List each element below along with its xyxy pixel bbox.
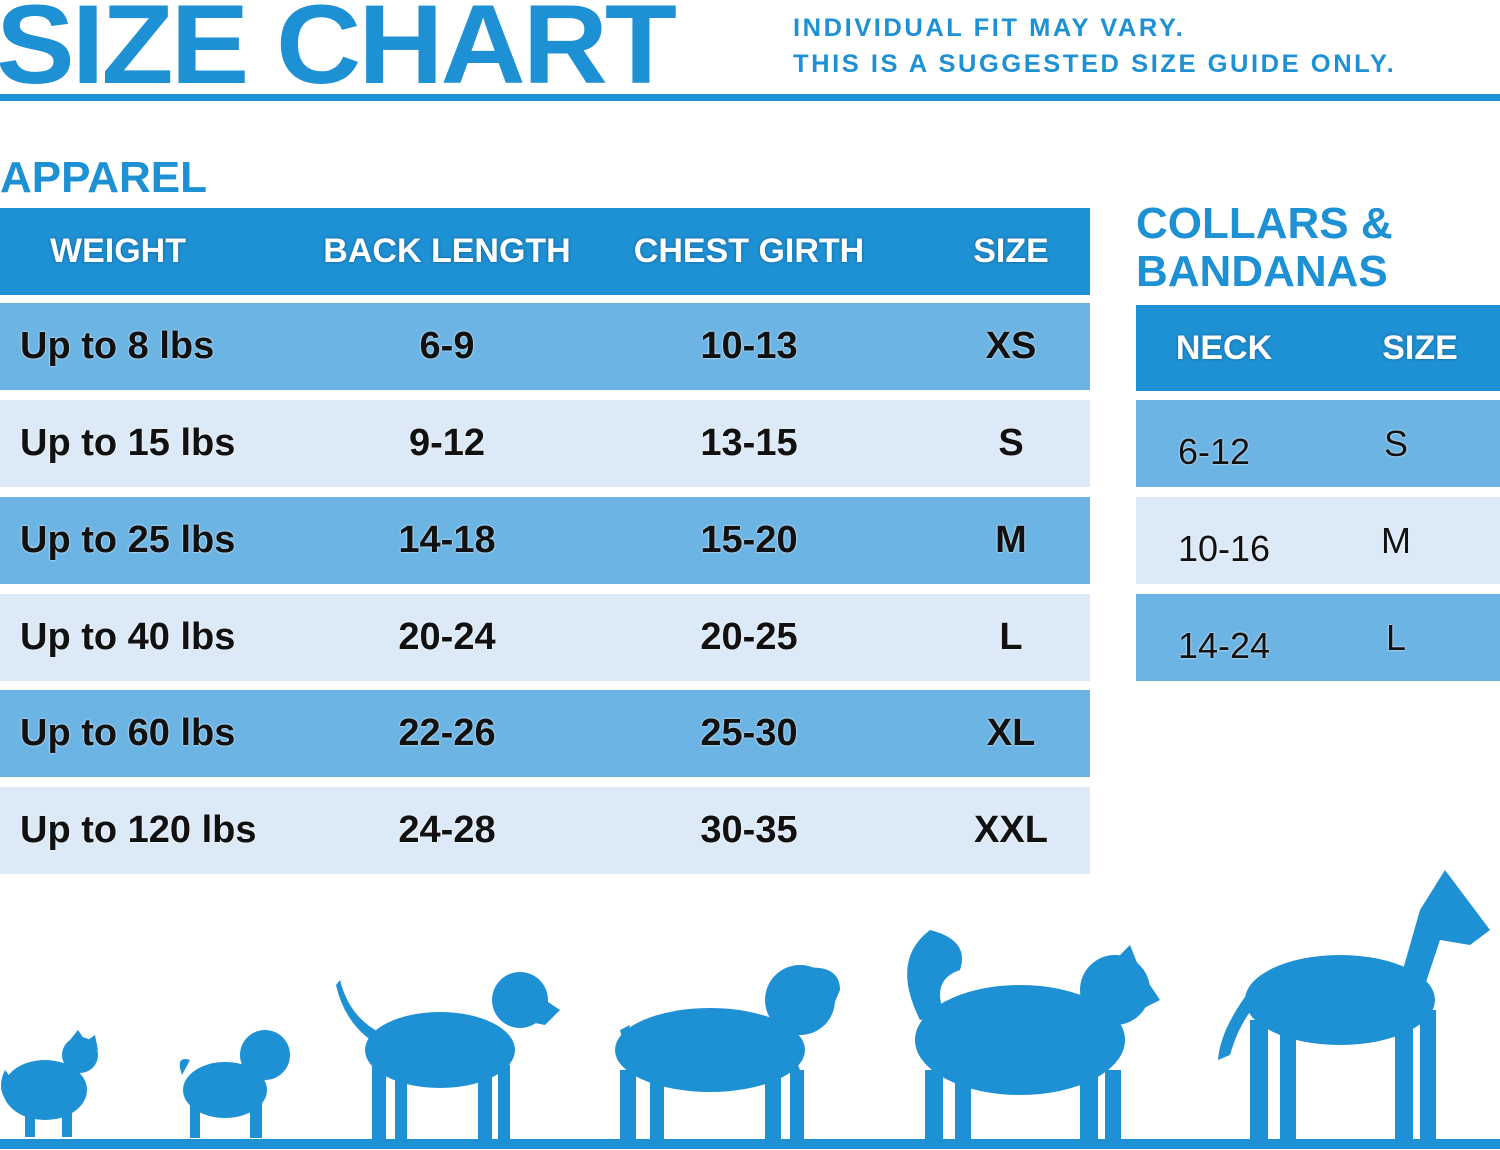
apparel-row: Up to 40 lbs 20-24 20-25 L [0,594,1090,681]
cell-back-length: 9-12 [408,422,486,464]
cell-weight: Up to 120 lbs [20,809,257,851]
cell-weight: Up to 8 lbs [20,325,215,367]
cell-neck: 10-16 [1178,527,1271,569]
cell-chest-girth: 13-15 [700,422,798,464]
cell-weight: Up to 15 lbs [20,422,236,464]
cell-chest-girth: 20-25 [700,616,798,658]
cell-size: S [998,422,1024,464]
collar-row: 10-16 M [1136,497,1500,584]
husky-silhouette [907,930,1160,1140]
cell-back-length: 14-18 [398,519,496,561]
apparel-row: Up to 25 lbs 14-18 15-20 M [0,497,1090,584]
cell-chest-girth: 10-13 [700,325,798,367]
cell-weight: Up to 60 lbs [20,712,236,754]
collars-header-row: NECK SIZE [1136,305,1500,391]
collar-row: 14-24 L [1136,594,1500,681]
spaniel-silhouette [615,965,840,1140]
collars-title-line-2: BANDANAS [1136,247,1388,296]
cell-neck: 14-24 [1178,624,1271,666]
apparel-row: Up to 60 lbs 22-26 25-30 XL [0,690,1090,777]
cell-weight: Up to 40 lbs [20,616,236,658]
cell-chest-girth: 25-30 [700,712,798,754]
page-title: SIZE CHART [0,0,677,108]
cell-size: M [995,519,1027,561]
cell-back-length: 24-28 [398,809,496,851]
column-header-size: SIZE [973,232,1049,270]
pomeranian-silhouette [1,1030,98,1137]
header-divider [0,94,1500,101]
cell-back-length: 20-24 [398,616,496,658]
cell-size: L [999,616,1023,658]
cell-weight: Up to 25 lbs [20,519,236,561]
cell-size: M [1381,519,1411,561]
ground-line [0,1139,1500,1149]
column-header-size: SIZE [1382,328,1458,367]
column-header-chest-girth: CHEST GIRTH [633,232,865,270]
collar-row: 6-12 S [1136,400,1500,487]
cell-back-length: 6-9 [419,325,475,367]
cell-neck: 6-12 [1178,430,1251,472]
cell-size: XXL [974,809,1048,851]
disclaimer-line-1: INDIVIDUAL FIT MAY VARY. [793,14,1186,42]
apparel-row: Up to 8 lbs 6-9 10-13 XS [0,303,1090,390]
cell-size: L [1385,616,1407,658]
cell-chest-girth: 30-35 [700,809,798,851]
cell-size: XL [986,712,1036,754]
cell-back-length: 22-26 [398,712,496,754]
apparel-header-row: WEIGHT BACK LENGTH CHEST GIRTH SIZE [0,208,1090,295]
cell-size: XS [985,325,1037,367]
disclaimer-line-2: THIS IS A SUGGESTED SIZE GUIDE ONLY. [793,50,1397,78]
column-header-weight: WEIGHT [50,232,186,270]
apparel-title: APPAREL [0,153,207,202]
disclaimer: INDIVIDUAL FIT MAY VARY. THIS IS A SUGGE… [793,10,1396,82]
column-header-back-length: BACK LENGTH [323,232,571,270]
beagle-silhouette [336,972,560,1140]
dog-silhouettes [1,870,1490,1140]
apparel-row: Up to 15 lbs 9-12 13-15 S [0,400,1090,487]
column-header-neck: NECK [1175,328,1273,367]
collars-title: COLLARS & BANDANAS [1136,200,1393,296]
collars-title-line-1: COLLARS & [1136,199,1393,248]
cell-chest-girth: 15-20 [700,519,798,561]
pug-silhouette [179,1030,290,1138]
apparel-row: Up to 120 lbs 24-28 30-35 XXL [0,787,1090,874]
great-dane-silhouette [1218,870,1490,1140]
cell-size: S [1383,422,1409,464]
